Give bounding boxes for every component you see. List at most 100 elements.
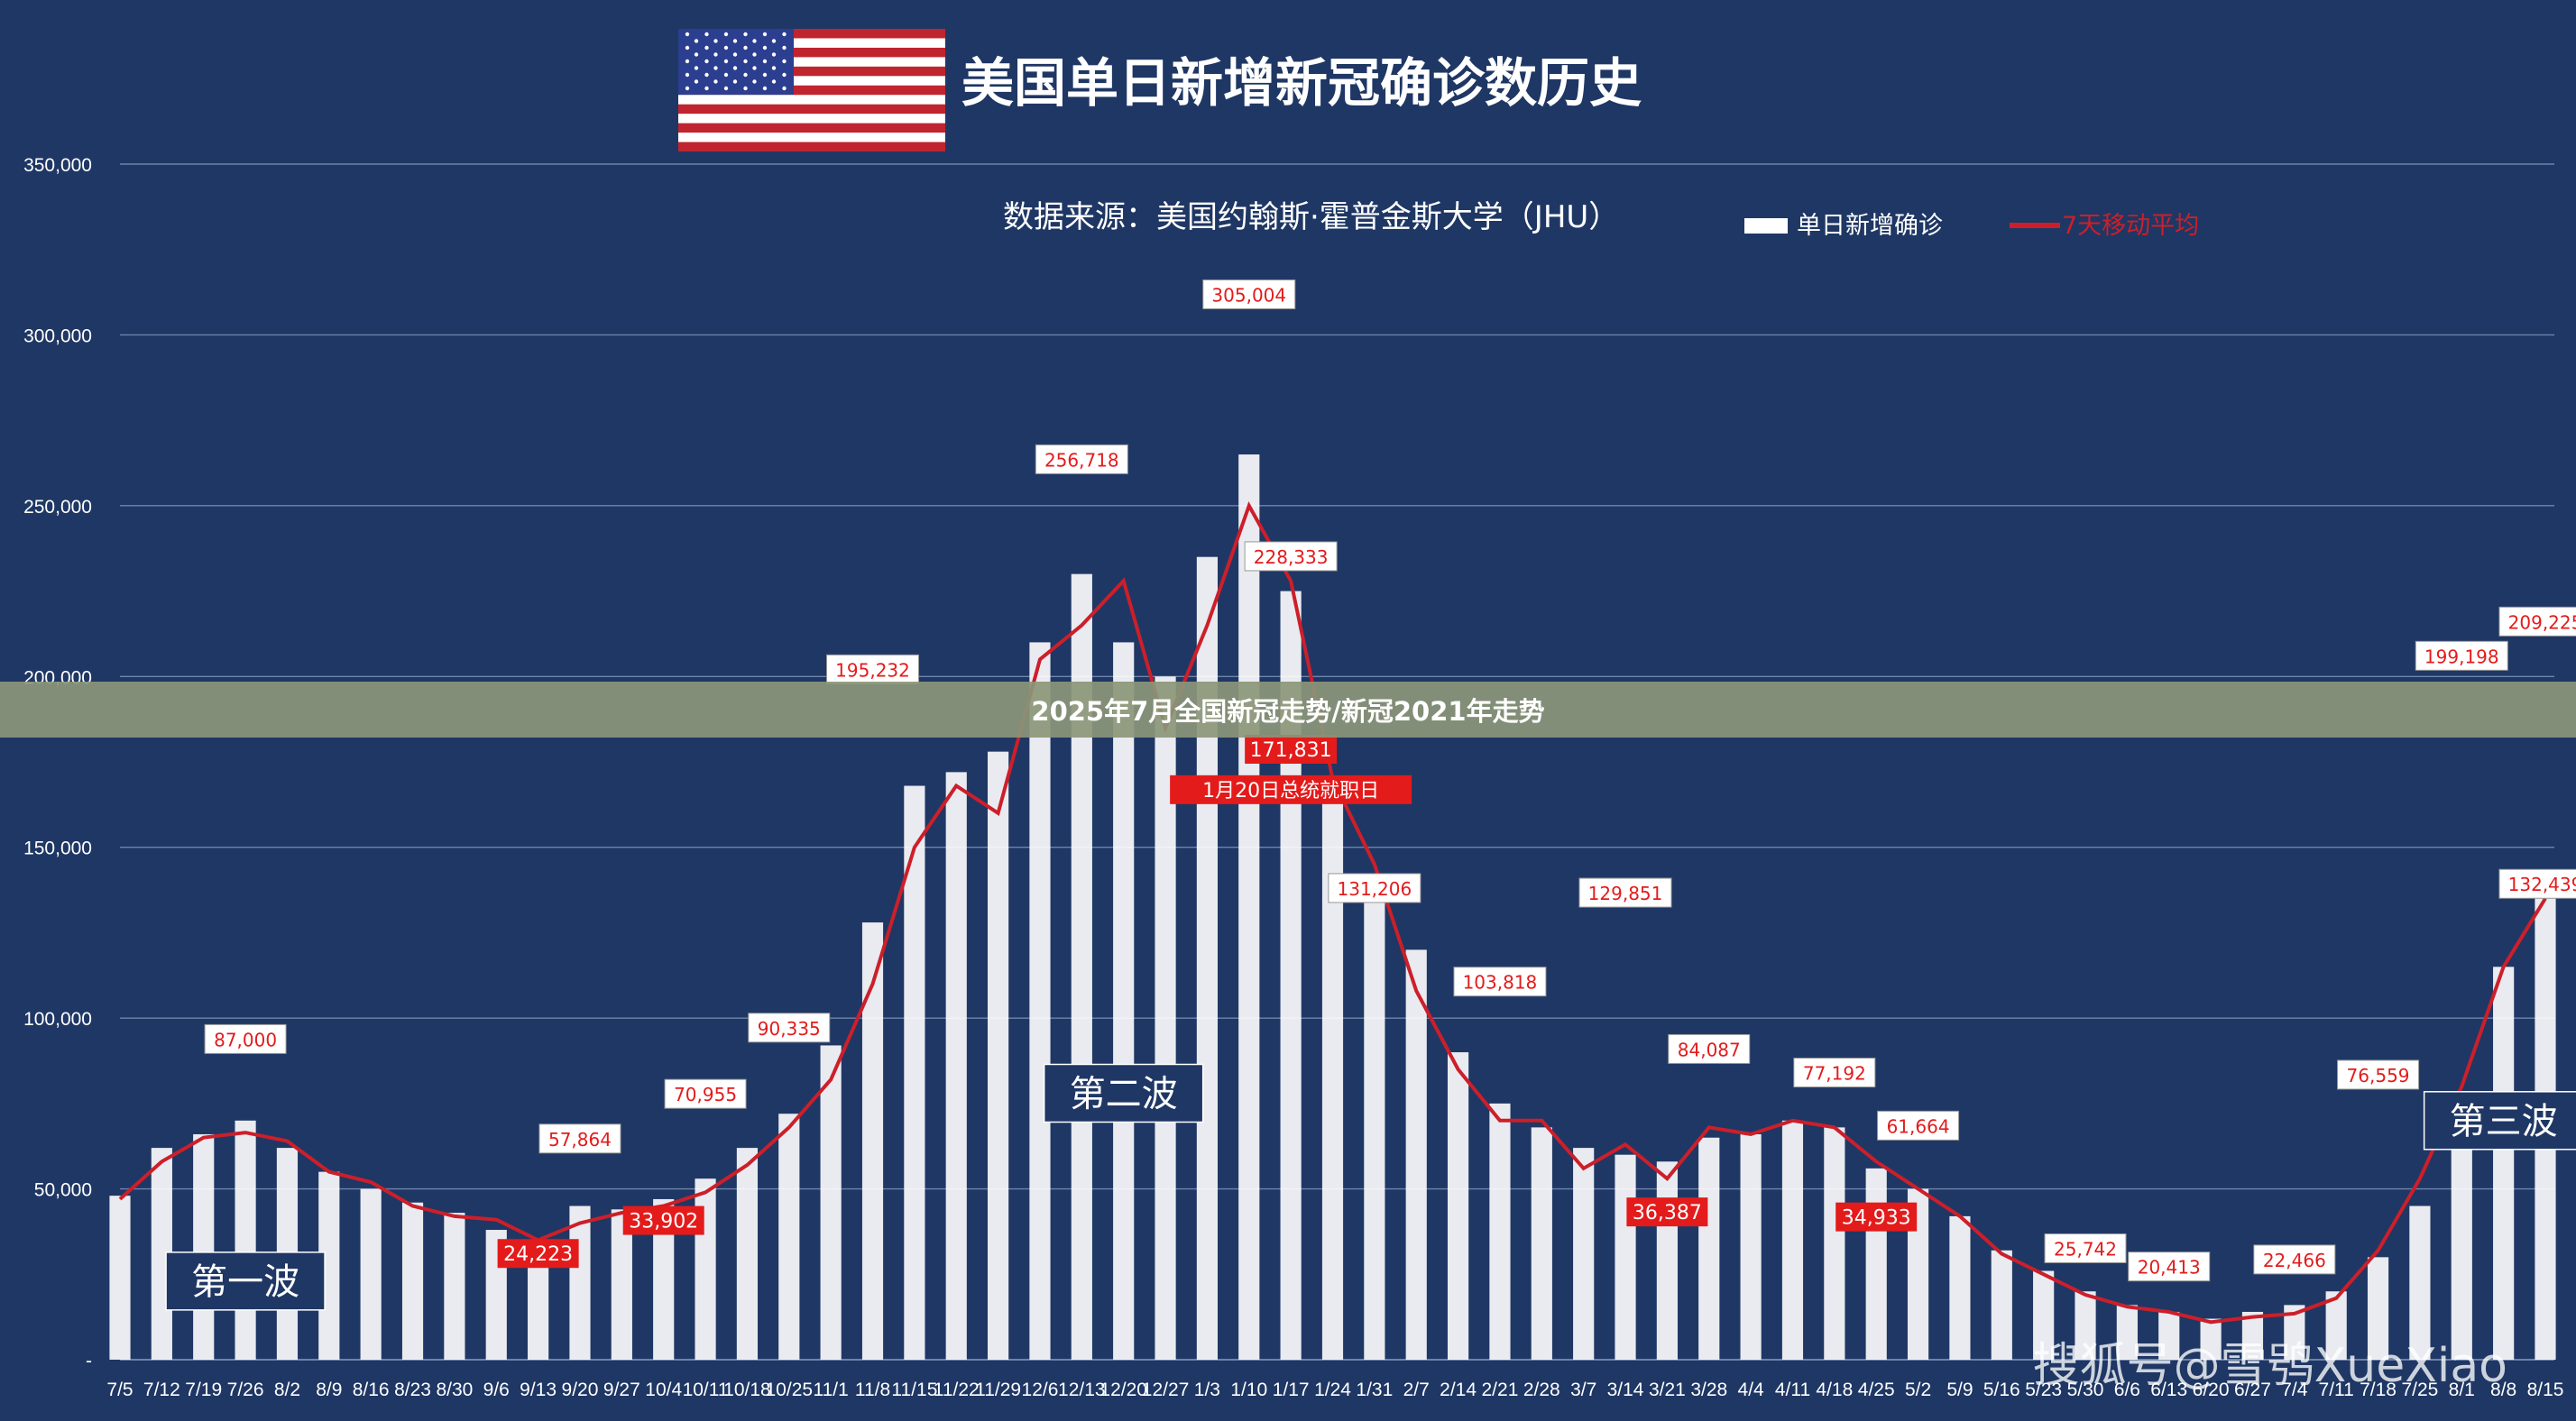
data-label-text: 1月20日总统就职日 [1202,780,1379,802]
bar [2158,1311,2180,1360]
wave-labels: 第一波 第二波 第三波 [165,1063,2576,1311]
flag-star [713,79,718,84]
flag-star [732,66,738,70]
x-axis: 7/5 7/12 7/19 7/26 8/2 8/9 8/16 8/23 8/30 9/6 9/13… [106,1380,2563,1400]
data-label-box [1035,444,1128,474]
x-tick-label: 6/27 [2234,1380,2271,1400]
x-tick-label: 2/7 [1403,1380,1430,1400]
flag-stripe [678,66,945,77]
flag-star [704,32,709,37]
x-tick-label: 8/8 [2490,1380,2516,1400]
data-label-box [748,1013,831,1043]
flag-star [782,59,787,64]
data-label-text: 228,333 [1254,546,1329,568]
data-label: 129,851 [1578,877,1672,908]
x-tick-label: 1/10 [1230,1380,1267,1400]
x-tick-label: 8/16 [353,1380,390,1400]
x-tick-label: 11/22 [934,1380,980,1400]
x-tick-label: 3/28 [1690,1380,1727,1400]
y-tick-label: 150,000 [23,839,92,859]
bar [1824,1127,1845,1360]
flag-star [704,59,709,64]
data-label-box [1453,967,1547,997]
x-tick-label: 11/1 [813,1380,848,1400]
data-label: 209,225 [2498,606,2576,637]
x-tick-label: 2/28 [1523,1380,1560,1400]
flag-star [752,66,757,70]
data-label: 132,439 [2498,868,2576,899]
flag-stripe [678,47,945,58]
wave-label: 第一波 [165,1251,326,1311]
bar [1447,1052,1469,1360]
data-label-text: 129,851 [1588,883,1663,904]
data-label: 84,087 [1668,1033,1751,1064]
flag-star [685,86,690,91]
x-tick-label: 1/31 [1356,1380,1393,1400]
wave-label: 第二波 [1043,1063,1204,1123]
flag-star [762,45,768,50]
flag-star [723,32,729,37]
flag-star [723,59,729,64]
data-label-text: 305,004 [1211,284,1286,306]
flag-star [752,52,757,57]
bar [1238,454,1260,1360]
data-label-box [204,1023,287,1054]
flag-star [782,86,787,91]
x-tick-label: 5/16 [1983,1380,2020,1400]
bar [1949,1215,1971,1360]
flag-stripe [678,104,945,115]
bar [1364,881,1385,1360]
data-label: 131,206 [1328,873,1421,903]
flag-star [732,79,738,84]
bar [820,1045,842,1360]
flag-star [771,52,777,57]
data-label-text: 25,742 [2054,1238,2117,1260]
bar [945,772,967,1360]
flag-star [685,32,690,37]
bar [444,1213,465,1360]
data-label-text: 76,559 [2347,1065,2410,1086]
wave-label-box [1043,1063,1204,1123]
x-tick-label: 7/19 [185,1380,222,1400]
data-label-box [1170,775,1412,804]
bar [1531,1127,1552,1360]
wave-label-box [2423,1091,2576,1151]
x-tick-label: 9/20 [562,1380,599,1400]
bar [1991,1250,2012,1360]
flag-star [685,72,690,78]
x-tick-label: 5/30 [2067,1380,2104,1400]
x-tick-label: 11/8 [855,1380,890,1400]
bar [401,1202,424,1360]
x-tick-label: 4/18 [1816,1380,1853,1400]
data-label: 76,559 [2337,1059,2420,1090]
data-label: 195,232 [826,654,920,684]
grid-lines [120,163,2554,1361]
bar [1781,1120,1804,1360]
x-tick-label: 3/21 [1649,1380,1686,1400]
x-tick-label: 8/30 [436,1380,473,1400]
bar [2241,1311,2264,1360]
flag-star [723,45,729,50]
data-label: 22,466 [2253,1244,2336,1275]
x-tick-label: 1/3 [1194,1380,1220,1400]
data-label-text: 24,223 [503,1243,573,1266]
data-label-text: 103,818 [1463,972,1538,994]
data-label-text: 195,232 [835,659,910,681]
data-label-box [2128,1251,2211,1282]
x-tick-label: 12/13 [1058,1380,1106,1400]
data-label-box [622,1206,704,1235]
bar [528,1250,549,1360]
x-tick-label: 10/11 [683,1380,729,1400]
x-tick-label: 11/15 [891,1380,937,1400]
wave-label: 第三波 [2423,1091,2576,1151]
x-tick-label: 7/5 [106,1380,133,1400]
data-label-text: 70,955 [674,1084,737,1105]
y-tick-label: 100,000 [23,1009,92,1030]
bar [235,1120,256,1360]
wave-label-text: 第二波 [1070,1073,1178,1114]
x-tick-label: 12/27 [1142,1380,1190,1400]
flag-star [743,72,748,78]
x-tick-label: 7/12 [143,1380,180,1400]
bar [1615,1154,1636,1360]
x-tick-label: 8/2 [274,1380,300,1400]
